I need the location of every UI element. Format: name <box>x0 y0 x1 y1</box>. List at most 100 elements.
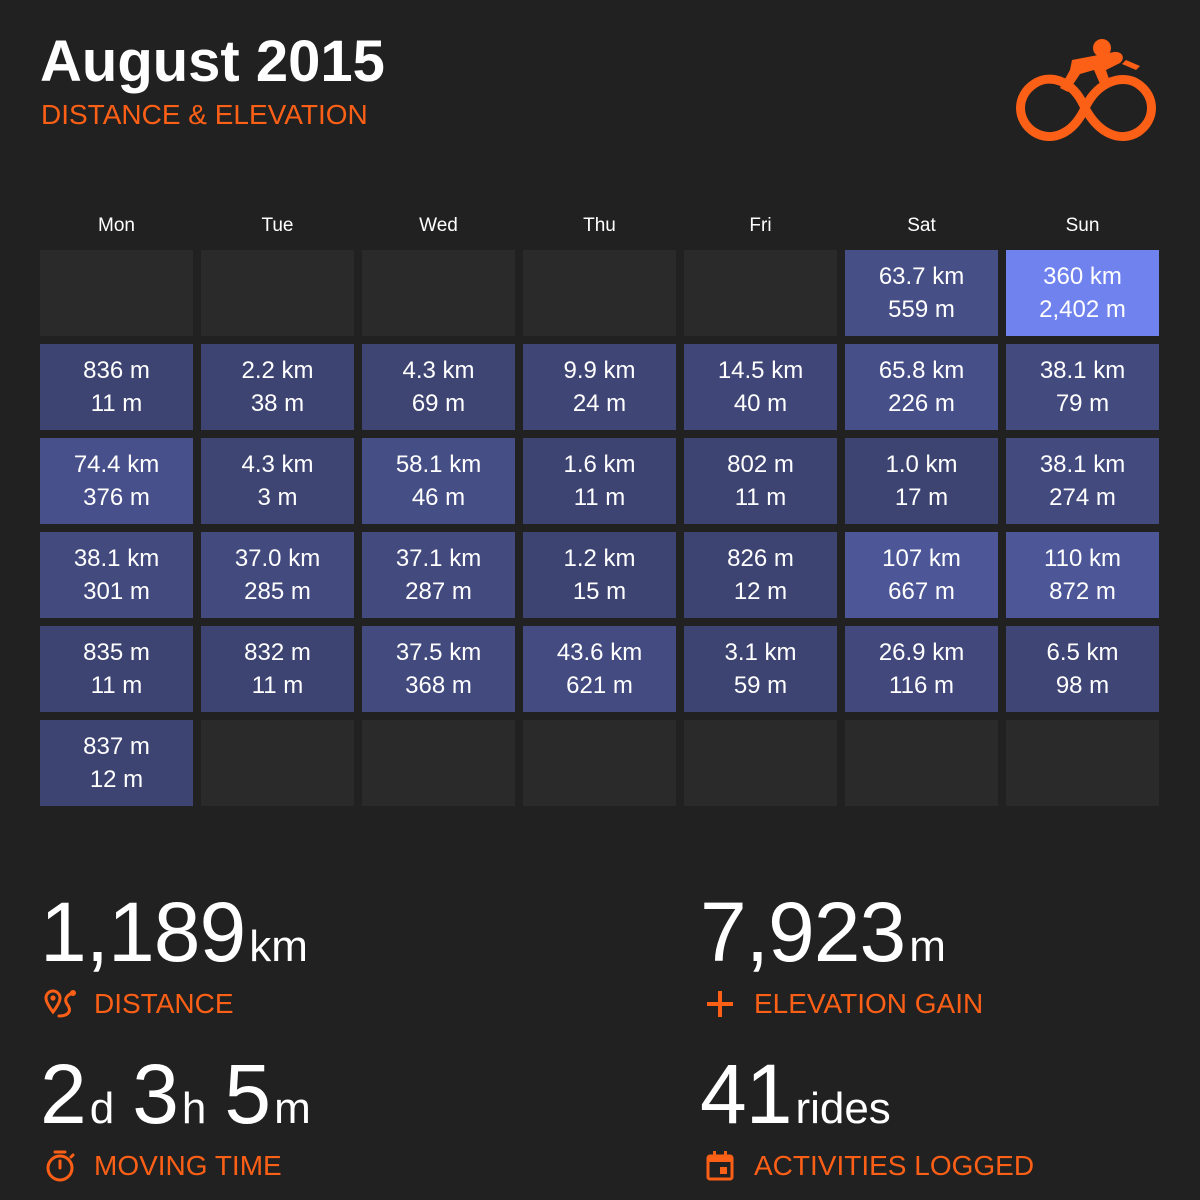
day-cell: 37.0 km 285 m <box>201 532 354 618</box>
day-elevation: 24 m <box>572 390 627 417</box>
day-distance: 2.2 km <box>241 357 314 384</box>
empty-day-cell <box>201 720 354 806</box>
day-distance: 38.1 km <box>1039 451 1126 478</box>
activities-label: ACTIVITIES LOGGED <box>754 1150 1035 1181</box>
day-elevation: 11 m <box>734 484 787 511</box>
day-distance: 832 m <box>244 639 311 666</box>
day-elevation: 3 m <box>257 484 298 511</box>
day-cell: 1.6 km 11 m <box>523 438 676 524</box>
empty-day-cell <box>523 250 676 336</box>
calendar-icon <box>700 1150 740 1182</box>
day-distance: 837 m <box>83 733 150 760</box>
day-distance: 74.4 km <box>73 451 160 478</box>
day-cell: 836 m 11 m <box>40 344 193 430</box>
moving-days-value: 2 <box>40 1047 87 1141</box>
activities-stat: 41 rides ACTIVITIES LOGGED <box>700 1052 1034 1182</box>
moving-hours-value: 3 <box>132 1047 179 1141</box>
day-distance: 4.3 km <box>241 451 314 478</box>
day-cell: 38.1 km 79 m <box>1006 344 1159 430</box>
elevation-label: ELEVATION GAIN <box>754 988 984 1019</box>
day-distance: 6.5 km <box>1046 639 1119 666</box>
day-cell: 37.5 km 368 m <box>362 626 515 712</box>
day-cell: 832 m 11 m <box>201 626 354 712</box>
day-cell: 1.0 km 17 m <box>845 438 998 524</box>
day-distance: 3.1 km <box>724 639 797 666</box>
moving-minutes-value: 5 <box>224 1047 271 1141</box>
day-distance: 802 m <box>727 451 794 478</box>
day-elevation: 368 m <box>405 672 472 699</box>
day-elevation: 59 m <box>733 672 788 699</box>
day-elevation: 559 m <box>888 296 955 323</box>
day-elevation: 12 m <box>89 766 144 793</box>
day-distance: 826 m <box>727 545 794 572</box>
day-elevation: 376 m <box>83 484 150 511</box>
weekday-header: Mon Tue Wed Thu Fri Sat Sun <box>40 212 1160 240</box>
elevation-stat: 7,923 m ELEVATION GAIN <box>700 890 983 1020</box>
distance-stat: 1,189 km DISTANCE <box>40 890 326 1020</box>
elevation-value: 7,923 <box>700 885 906 979</box>
day-elevation: 69 m <box>411 390 466 417</box>
day-elevation: 621 m <box>566 672 633 699</box>
plus-icon <box>700 988 740 1020</box>
moving-time-stat: 2 d 3 h 5 m MOVING TIME <box>40 1052 329 1182</box>
day-elevation: 12 m <box>733 578 788 605</box>
day-cell: 2.2 km 38 m <box>201 344 354 430</box>
cyclist-icon <box>1016 39 1156 141</box>
elevation-unit: m <box>909 922 946 971</box>
day-cell: 37.1 km 287 m <box>362 532 515 618</box>
day-cell: 58.1 km 46 m <box>362 438 515 524</box>
day-cell: 4.3 km 3 m <box>201 438 354 524</box>
route-pin-icon <box>40 988 80 1020</box>
day-elevation: 872 m <box>1049 578 1116 605</box>
empty-day-cell <box>523 720 676 806</box>
day-elevation: 11 m <box>90 390 143 417</box>
day-cell: 826 m 12 m <box>684 532 837 618</box>
day-elevation: 40 m <box>733 390 788 417</box>
day-cell: 38.1 km 274 m <box>1006 438 1159 524</box>
day-cell: 14.5 km 40 m <box>684 344 837 430</box>
day-elevation: 98 m <box>1055 672 1110 699</box>
day-cell: 1.2 km 15 m <box>523 532 676 618</box>
day-cell: 802 m 11 m <box>684 438 837 524</box>
activities-value: 41 <box>700 1047 792 1141</box>
day-cell: 43.6 km 621 m <box>523 626 676 712</box>
day-distance: 43.6 km <box>556 639 643 666</box>
day-cell: 360 km 2,402 m <box>1006 250 1159 336</box>
day-cell: 3.1 km 59 m <box>684 626 837 712</box>
day-elevation: 667 m <box>888 578 955 605</box>
day-distance: 63.7 km <box>878 263 965 290</box>
day-elevation: 11 m <box>90 672 143 699</box>
empty-day-cell <box>362 250 515 336</box>
day-elevation: 301 m <box>83 578 150 605</box>
day-elevation: 116 m <box>889 672 954 699</box>
day-distance: 835 m <box>83 639 150 666</box>
day-distance: 1.6 km <box>563 451 636 478</box>
moving-time-label: MOVING TIME <box>94 1150 282 1181</box>
day-distance: 110 km <box>1044 545 1121 572</box>
weekday-label: Wed <box>419 215 458 236</box>
distance-value: 1,189 <box>40 885 246 979</box>
weekday-label: Sat <box>907 215 936 236</box>
weekday-label: Sun <box>1065 215 1100 236</box>
day-cell: 4.3 km 69 m <box>362 344 515 430</box>
distance-unit: km <box>249 922 308 971</box>
day-cell: 107 km 667 m <box>845 532 998 618</box>
day-distance: 1.0 km <box>885 451 958 478</box>
day-cell: 6.5 km 98 m <box>1006 626 1159 712</box>
day-cell: 837 m 12 m <box>40 720 193 806</box>
day-cell: 110 km 872 m <box>1006 532 1159 618</box>
distance-label: DISTANCE <box>94 988 234 1019</box>
day-distance: 1.2 km <box>563 545 636 572</box>
day-distance: 4.3 km <box>402 357 475 384</box>
calendar-grid: 63.7 km 559 m 360 km 2,402 m 836 m 11 m 2.2 km… <box>40 250 1160 806</box>
weekday-label: Tue <box>261 215 294 236</box>
day-cell: 835 m 11 m <box>40 626 193 712</box>
day-distance: 38.1 km <box>1039 357 1126 384</box>
weekday-label: Thu <box>583 215 616 236</box>
day-elevation: 46 m <box>411 484 466 511</box>
day-elevation: 79 m <box>1055 390 1110 417</box>
day-distance: 58.1 km <box>395 451 482 478</box>
day-elevation: 226 m <box>888 390 955 417</box>
day-elevation: 285 m <box>244 578 311 605</box>
day-elevation: 15 m <box>572 578 627 605</box>
